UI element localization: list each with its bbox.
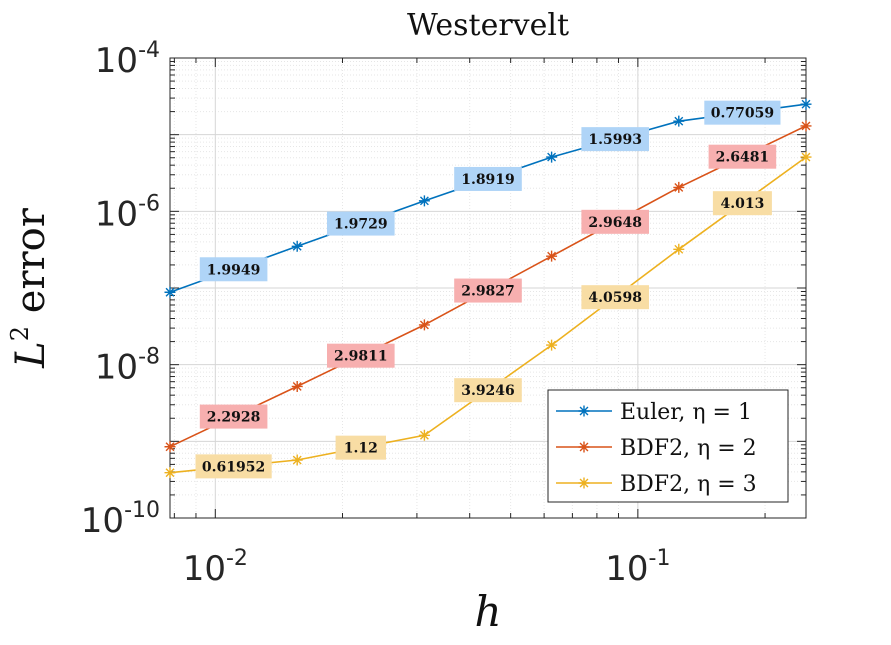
data-point: [418, 195, 430, 207]
x-tick-label: 10-1: [605, 546, 670, 589]
data-point: [164, 467, 176, 479]
data-point: [800, 151, 812, 163]
data-point: [673, 243, 685, 255]
slope-label: 4.0598: [588, 290, 642, 306]
slope-label: 1.5993: [588, 132, 642, 148]
slope-label: 2.2928: [207, 410, 261, 426]
y-axis-label-base: L: [8, 341, 54, 369]
y-tick-label: 10-8: [95, 345, 160, 388]
y-axis-label-sup: 2: [6, 326, 34, 341]
data-point: [291, 454, 303, 466]
slope-label: 1.9729: [334, 217, 388, 233]
data-point: [800, 120, 812, 132]
y-tick-label: 10-10: [81, 498, 160, 541]
slope-label-box: [704, 100, 781, 125]
slope-label-box: [195, 454, 272, 479]
slope-label-box: [454, 278, 522, 303]
legend-marker: [578, 441, 590, 453]
data-point: [546, 250, 558, 262]
data-point: [291, 380, 303, 392]
slope-label-box: [327, 211, 395, 236]
data-point: [418, 429, 430, 441]
data-point: [546, 151, 558, 163]
legend-label: BDF2, η = 3: [620, 472, 757, 497]
tick-labels: 10-2 10-1 10-10 10-8 10-6 10-4: [81, 38, 671, 589]
y-axis-label: L2 error: [6, 207, 54, 369]
slope-annotations: 1.9949 1.9729 1.8919 1.5993 0.77059 2.2928 2.9…: [195, 100, 781, 479]
x-axis-label: h: [474, 587, 501, 636]
data-point: [673, 181, 685, 193]
slope-label-box: [327, 343, 395, 368]
data-point: [418, 319, 430, 331]
slope-label-box: [335, 435, 386, 460]
slope-label: 2.9827: [461, 284, 515, 300]
legend-entry: BDF2, η = 3: [556, 472, 757, 497]
y-axis-label-rest: error: [8, 207, 54, 326]
slope-label: 2.6481: [716, 150, 770, 166]
slope-label-box: [712, 191, 772, 216]
slope-label-box: [199, 404, 268, 429]
slope-label-box: [581, 209, 649, 234]
legend-label: Euler, η = 1: [620, 400, 752, 425]
data-point: [546, 339, 558, 351]
data-point: [800, 98, 812, 110]
slope-label: 0.61952: [202, 459, 265, 475]
slope-label: 1.8919: [461, 172, 515, 188]
slope-label-box: [199, 257, 268, 282]
y-tick-label: 10-4: [95, 38, 160, 81]
legend-marker: [578, 477, 590, 489]
data-point: [291, 240, 303, 252]
data-point: [164, 286, 176, 298]
slope-label-box: [708, 144, 777, 169]
slope-label-box: [581, 285, 649, 310]
slope-label-box: [581, 127, 649, 152]
legend-label: BDF2, η = 2: [620, 436, 757, 461]
slope-label: 3.9246: [461, 383, 515, 399]
slope-label: 1.9949: [207, 262, 261, 278]
x-tick-label: 10-2: [183, 546, 248, 589]
legend-marker: [578, 405, 590, 417]
slope-label: 4.013: [720, 196, 764, 212]
slope-label: 0.77059: [711, 106, 774, 122]
slope-label: 1.12: [344, 441, 378, 457]
legend-entry: Euler, η = 1: [556, 400, 752, 425]
legend-entry: BDF2, η = 2: [556, 436, 757, 461]
slope-label-box: [454, 166, 522, 191]
data-point: [673, 115, 685, 127]
chart-title: Westervelt: [407, 8, 569, 43]
y-tick-label: 10-6: [95, 191, 160, 234]
legend: Euler, η = 1 BDF2, η = 2 BDF2, η = 3: [547, 389, 789, 503]
slope-label: 2.9811: [334, 349, 388, 365]
data-point: [164, 441, 176, 453]
slope-label-box: [454, 378, 522, 403]
slope-label: 2.9648: [588, 215, 642, 231]
